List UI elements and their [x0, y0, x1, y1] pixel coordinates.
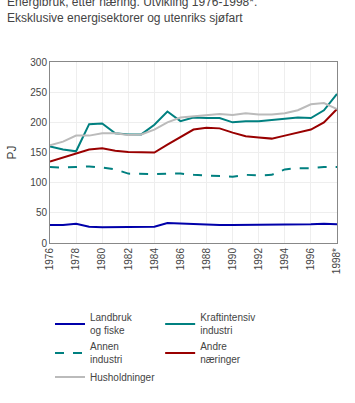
- svg-text:1996: 1996: [305, 248, 316, 271]
- svg-text:1976: 1976: [44, 248, 55, 271]
- svg-text:Energibruk, etter næring. Utvi: Energibruk, etter næring. Utvikling 1976…: [7, 0, 257, 25]
- svg-text:0: 0: [41, 238, 47, 249]
- svg-text:150: 150: [30, 147, 47, 158]
- svg-text:Husholdninger: Husholdninger: [90, 372, 155, 383]
- svg-text:1994: 1994: [279, 248, 290, 271]
- svg-text:PJ: PJ: [5, 145, 19, 159]
- svg-text:50: 50: [36, 207, 48, 218]
- svg-text:1984: 1984: [149, 248, 160, 271]
- svg-text:Kraftintensivindustri: Kraftintensivindustri: [200, 312, 255, 336]
- svg-text:1990: 1990: [227, 248, 238, 271]
- svg-text:Landbrukog fiske: Landbrukog fiske: [90, 312, 133, 336]
- svg-text:1986: 1986: [175, 248, 186, 271]
- svg-text:300: 300: [30, 57, 47, 68]
- svg-text:1980: 1980: [96, 248, 107, 271]
- svg-text:250: 250: [30, 87, 47, 98]
- svg-text:Andrenæringer: Andrenæringer: [200, 341, 241, 365]
- svg-text:Annenindustri: Annenindustri: [90, 341, 122, 365]
- svg-text:100: 100: [30, 177, 47, 188]
- svg-text:1988: 1988: [201, 248, 212, 271]
- svg-text:1992: 1992: [253, 248, 264, 271]
- svg-text:1978: 1978: [70, 248, 81, 271]
- svg-text:200: 200: [30, 117, 47, 128]
- svg-text:1998*: 1998*: [331, 248, 342, 274]
- svg-text:1982: 1982: [123, 248, 134, 271]
